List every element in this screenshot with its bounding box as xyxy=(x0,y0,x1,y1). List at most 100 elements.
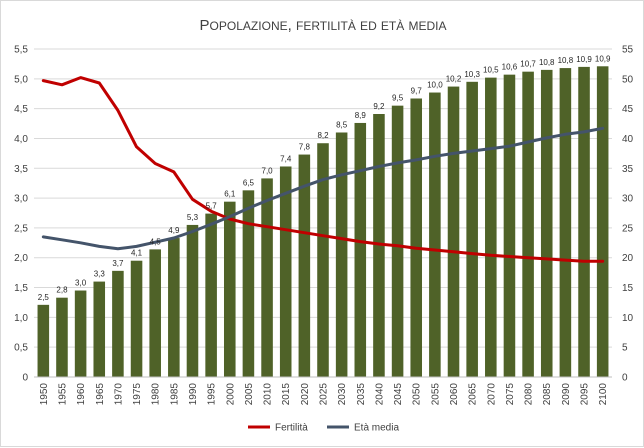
bar xyxy=(410,98,423,378)
bar xyxy=(429,92,441,377)
x-tick-label: 2045 xyxy=(393,383,404,406)
bar-data-label: 10,3 xyxy=(464,70,480,79)
x-tick-label: 1985 xyxy=(169,383,180,406)
bar-data-label: 9,2 xyxy=(373,102,385,111)
x-tick-label: 2005 xyxy=(244,383,255,406)
y-left-tick-label: 2,5 xyxy=(14,223,28,234)
bar xyxy=(391,105,404,378)
x-tick-label: 1965 xyxy=(95,383,106,406)
bar xyxy=(186,224,199,377)
y-right-tick-label: 5 xyxy=(622,343,628,354)
bar xyxy=(37,304,50,377)
bar xyxy=(354,122,367,377)
bar xyxy=(74,290,87,377)
bar xyxy=(112,270,124,377)
bar-data-label: 3,3 xyxy=(94,270,106,279)
bar xyxy=(596,66,609,377)
x-tick-label: 1990 xyxy=(188,383,199,406)
y-left-tick-label: 0 xyxy=(22,373,28,384)
bar xyxy=(522,71,534,378)
bar xyxy=(242,190,255,377)
y-left-tick-label: 4,5 xyxy=(14,104,28,115)
y-right-tick-label: 30 xyxy=(622,194,634,205)
data-labels: 2,5 2,8 3,0 3,3 3,7 4,1 4,5 4,9 5,3 5,7 6,1 6,5 7,0 7… xyxy=(38,54,611,302)
x-tick-label: 2100 xyxy=(598,383,609,406)
bar-data-label: 10,9 xyxy=(576,55,592,64)
bar xyxy=(261,178,273,377)
bar xyxy=(559,68,572,378)
bar-data-label: 10,8 xyxy=(558,56,574,65)
bars xyxy=(37,66,609,378)
y-left-tick-label: 3,0 xyxy=(14,194,28,205)
bar-data-label: 10,0 xyxy=(427,81,443,90)
y-right-tick-label: 35 xyxy=(622,164,634,175)
bar-data-label: 8,2 xyxy=(317,131,329,140)
bar-data-label: 2,5 xyxy=(38,293,50,302)
bar xyxy=(447,86,460,377)
bar-data-label: 6,5 xyxy=(243,178,255,187)
bar xyxy=(130,260,143,377)
bar xyxy=(317,143,329,377)
x-tick-label: 2090 xyxy=(561,383,572,406)
y-left-tick-label: 3,5 xyxy=(14,164,28,175)
legend-label: Età media xyxy=(354,423,399,434)
bar xyxy=(205,213,217,377)
y-left-tick-label: 5,0 xyxy=(14,74,28,85)
x-tick-label: 2030 xyxy=(337,383,348,406)
bar-data-label: 7,8 xyxy=(299,143,311,152)
bar-data-label: 5,3 xyxy=(187,213,199,222)
bar-data-label: 9,5 xyxy=(392,94,404,103)
y-right-tick-label: 45 xyxy=(622,104,634,115)
x-tick-label: 1950 xyxy=(39,383,50,406)
bar xyxy=(149,249,161,377)
x-tick-label: 2015 xyxy=(281,383,292,406)
x-tick-label: 2020 xyxy=(300,383,311,406)
x-tick-label: 1975 xyxy=(132,383,143,406)
x-tick-label: 2000 xyxy=(225,383,236,406)
x-tick-label: 2035 xyxy=(356,383,367,406)
x-tick-label: 2095 xyxy=(580,383,591,406)
bar xyxy=(56,297,68,377)
series-line xyxy=(41,76,605,263)
bar xyxy=(93,281,106,377)
x-tick-label: 2055 xyxy=(430,383,441,406)
bar-data-label: 4,1 xyxy=(131,249,143,258)
x-tick-label: 2025 xyxy=(319,383,330,406)
bar xyxy=(540,69,553,377)
bar-data-label: 7,4 xyxy=(280,154,292,163)
bar xyxy=(466,81,478,378)
y-right-tick-label: 40 xyxy=(622,134,634,145)
lines xyxy=(41,76,605,263)
axes: 0 0 0,5 5 1,0 10 1,5 15 2,0 20 2,5 25 3,0 30 3,5 35 4,0 4… xyxy=(14,45,633,406)
x-tick-label: 2075 xyxy=(505,383,516,406)
bar xyxy=(279,166,292,377)
bar-data-label: 2,8 xyxy=(56,286,68,295)
y-right-tick-label: 0 xyxy=(622,373,628,384)
bar-data-label: 4,9 xyxy=(168,226,180,235)
bar-data-label: 10,2 xyxy=(446,75,462,84)
y-left-tick-label: 1,0 xyxy=(14,313,28,324)
y-right-tick-label: 55 xyxy=(622,45,634,56)
x-tick-label: 1980 xyxy=(151,383,162,406)
bar xyxy=(335,132,348,377)
bar-data-label: 10,7 xyxy=(520,60,536,69)
bar-data-label: 10,5 xyxy=(483,66,499,75)
x-tick-label: 2040 xyxy=(374,383,385,406)
y-right-tick-label: 15 xyxy=(622,283,634,294)
bar xyxy=(168,238,180,377)
bar-data-label: 4,5 xyxy=(150,237,162,246)
bar-data-label: 3,7 xyxy=(112,259,124,268)
bar-data-label: 8,9 xyxy=(355,111,367,120)
bar-data-label: 10,6 xyxy=(502,63,518,72)
legend-label: Fertilità xyxy=(275,423,308,434)
bar xyxy=(223,201,236,377)
x-tick-label: 1970 xyxy=(113,383,124,406)
y-left-tick-label: 4,0 xyxy=(14,134,28,145)
x-tick-label: 2010 xyxy=(263,383,274,406)
x-tick-label: 2085 xyxy=(542,383,553,406)
y-right-tick-label: 10 xyxy=(622,313,634,324)
chart-title: POPOLAZIONE, FERTILITÀ ED ETÀ MEDIA xyxy=(200,17,447,34)
x-tick-label: 1960 xyxy=(76,383,87,406)
